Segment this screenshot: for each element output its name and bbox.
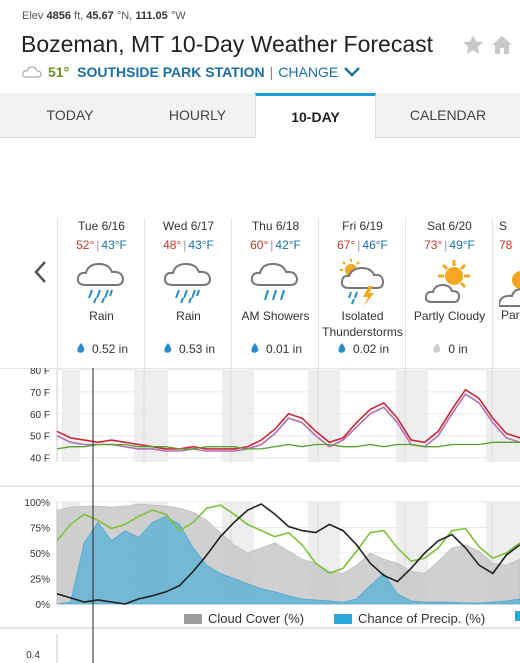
day-date: Wed 6/17: [162, 219, 215, 233]
bottom-axis-tick: 0.4: [26, 650, 40, 661]
chevron-left-icon[interactable]: [32, 259, 50, 285]
y-tick-label: 25%: [30, 575, 50, 586]
condition-text: Rain: [176, 309, 201, 323]
rain-icon: [76, 262, 124, 304]
cloud-icon: [22, 66, 42, 78]
high-low: 60° | 42°F: [250, 238, 301, 252]
day-card[interactable]: S 78 Par: [492, 218, 520, 370]
latitude-value: 45.67: [86, 10, 114, 22]
day-card[interactable]: Wed 6/17 48° | 43°F Rain 0.53 in: [144, 218, 232, 370]
dewpoint-line: [56, 441, 520, 450]
y-tick-label: 50 F: [30, 432, 50, 443]
y-tick-label: 100%: [24, 498, 50, 509]
high-temp: 60°: [250, 238, 269, 252]
night-band: [396, 370, 428, 462]
y-tick-label: 80 F: [30, 368, 50, 377]
condition-text: Partly Cloudy: [413, 309, 486, 323]
condition-text: Rain: [89, 309, 114, 323]
high-temp: 48°: [163, 238, 182, 252]
partly-cloudy-icon: [424, 260, 470, 303]
home-icon[interactable]: [490, 33, 514, 57]
high-temp: 52°: [76, 238, 95, 252]
chevron-down-icon[interactable]: [343, 66, 361, 78]
daily-forecast-strip: Tue 6/16 52° | 43°F Rain 0.52 in Wed 6/17 …: [57, 218, 520, 370]
showers-icon: [250, 262, 298, 301]
tab-calendar[interactable]: CALENDAR: [409, 107, 487, 123]
precip-amount: 0 in: [406, 342, 493, 356]
y-tick-label: 50%: [30, 549, 50, 560]
legend-cloud-cover: Cloud Cover (%): [184, 611, 304, 626]
high-low: 73° | 49°F: [424, 238, 475, 252]
second-line: [56, 503, 520, 605]
day-date: Tue 6/16: [78, 219, 125, 233]
day-card[interactable]: Thu 6/18 60° | 42°F AM Showers 0.01 in: [231, 218, 319, 370]
high-temp: 67°: [337, 238, 356, 252]
day-card[interactable]: Tue 6/16 52° | 43°F Rain 0.52 in: [57, 218, 145, 370]
raindrop-icon: [164, 343, 172, 353]
forecast-chart: 80 F 70 F 60 F 50 F 40 F 100% 75% 50% 25% 0% 0.4: [0, 368, 520, 663]
low-temp: 42°F: [275, 238, 301, 252]
raindrop-icon: [77, 343, 85, 353]
high-temp: 73°: [424, 238, 443, 252]
tab-today[interactable]: TODAY: [46, 107, 94, 123]
high-low: 48° | 43°F: [163, 238, 214, 252]
location-coordinates: Elev 4856 ft, 45.67 °N, 111.05 °W: [22, 10, 186, 22]
legend-swatch-blue: [334, 613, 352, 624]
precip-amount: 0.01 in: [232, 342, 319, 356]
day-date: Thu 6/18: [251, 219, 300, 233]
temperature-y-axis: 80 F 70 F 60 F 50 F 40 F: [30, 368, 520, 465]
low-temp: 43°F: [188, 238, 214, 252]
partly-cloudy-icon: [499, 271, 520, 307]
day-card[interactable]: Fri 6/19 67° | 46°F Isolated Thunderstorms…: [318, 218, 406, 370]
day-date: Fri 6/19: [342, 219, 383, 233]
raindrop-icon: [338, 343, 346, 353]
day-date: S: [499, 219, 508, 233]
rain-icon: [163, 262, 211, 304]
current-temperature: 51°: [48, 64, 70, 80]
low-temp: 49°F: [449, 238, 475, 252]
low-temp: 46°F: [362, 238, 388, 252]
high-low: 67° | 46°F: [337, 238, 388, 252]
y-tick-label: 75%: [30, 524, 50, 535]
legend-swatch-partial: [515, 611, 520, 621]
page-title: Bozeman, MT 10-Day Weather Forecast: [21, 31, 434, 57]
day-card[interactable]: Sat 6/20 73° | 49°F Partly Cloudy 0 in: [405, 218, 493, 370]
day-date: Sat 6/20: [427, 219, 472, 233]
y-tick-label: 70 F: [30, 388, 50, 399]
legend-swatch-gray: [184, 613, 202, 624]
y-tick-label: 40 F: [30, 454, 50, 465]
thunderstorm-icon: [339, 259, 384, 306]
station-name-link[interactable]: SOUTHSIDE PARK STATION: [77, 64, 265, 80]
precip-amount: 0.53 in: [145, 342, 232, 356]
condition-text: Isolated Thunderstorms: [322, 309, 403, 339]
elevation-value: 4856: [46, 10, 71, 22]
longitude-value: 111.05: [135, 10, 168, 22]
night-band: [308, 370, 340, 462]
legend-cutoff: [515, 611, 520, 621]
raindrop-icon: [251, 343, 259, 353]
tab-hourly[interactable]: HOURLY: [168, 107, 227, 123]
change-station-link[interactable]: CHANGE: [278, 64, 339, 80]
condition-text: AM Showers: [241, 309, 310, 323]
condition-text: Par: [501, 308, 520, 322]
low-temp: 43°F: [101, 238, 127, 252]
raindrop-icon: [433, 343, 441, 353]
precip-amount: 0.52 in: [58, 342, 145, 356]
high-low: 52° | 43°F: [76, 238, 127, 252]
high-temp: 78: [499, 238, 513, 252]
temperature-line: [56, 388, 520, 450]
y-tick-label: 60 F: [30, 410, 50, 421]
legend-precip: Chance of Precip. (%): [334, 611, 485, 626]
station-bar: 51° SOUTHSIDE PARK STATION | CHANGE: [22, 64, 361, 80]
humidity-line: [56, 504, 520, 575]
forecast-tabs: TODAY HOURLY 10-DAY CALENDAR: [0, 93, 520, 138]
favorite-star-icon[interactable]: [461, 33, 485, 57]
tab-10-day[interactable]: 10-DAY: [255, 93, 376, 138]
precip-chance-area: [56, 515, 520, 605]
y-tick-label: 0%: [36, 600, 51, 611]
feels-like-line: [56, 393, 520, 452]
precip-amount: 0.02 in: [319, 342, 406, 356]
separator: |: [269, 64, 274, 80]
